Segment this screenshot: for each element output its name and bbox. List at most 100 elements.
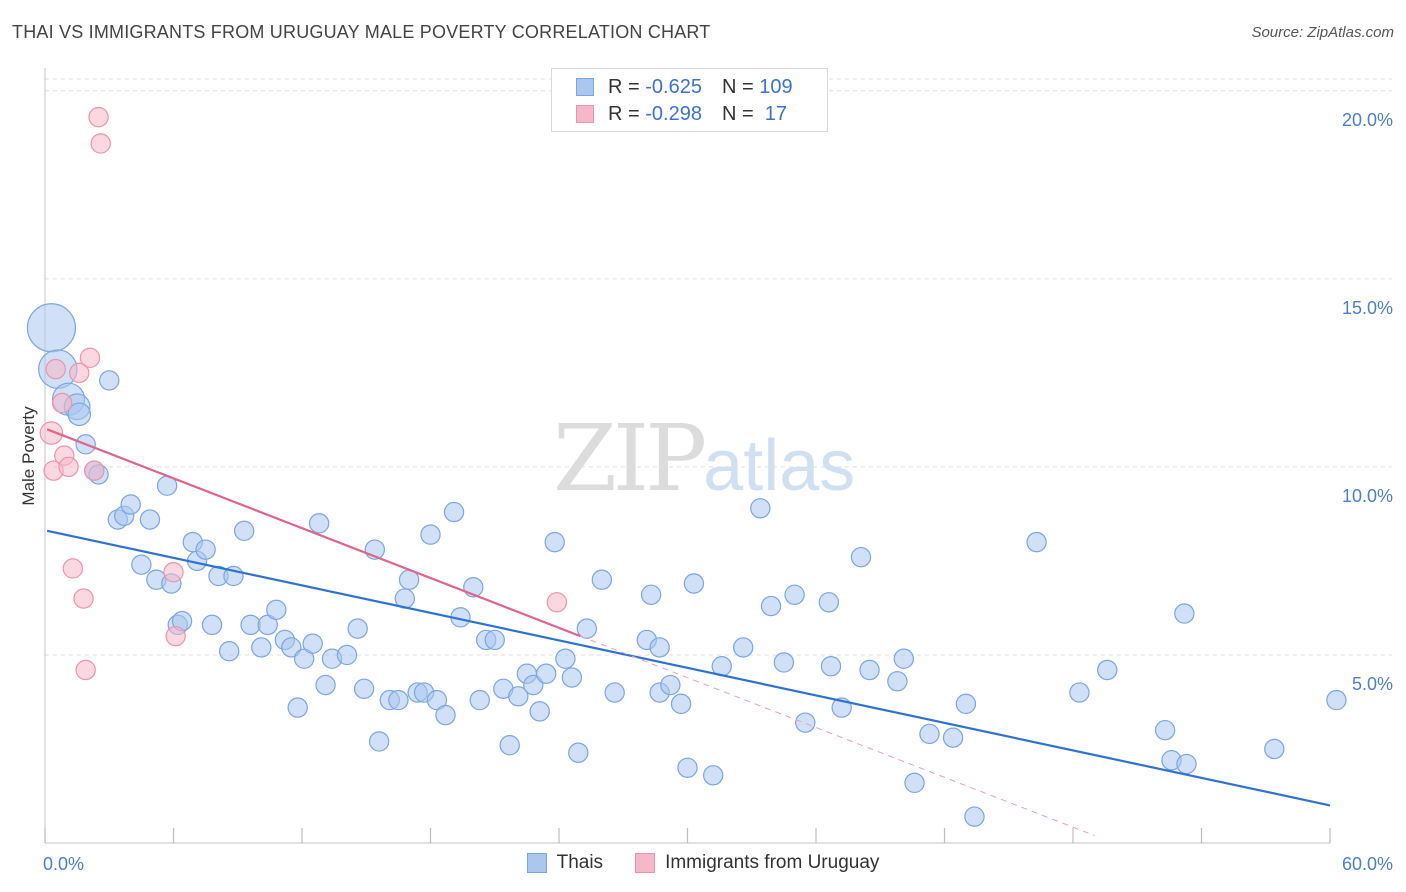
series-legend: Thais Immigrants from Uruguay <box>0 852 1406 874</box>
data-point <box>26 303 77 353</box>
tick-labels: 5.0% 10.0% 15.0% 20.0% 0.0% 60.0% <box>43 110 1393 874</box>
correlation-legend: R = -0.625 N = 109 R = -0.298 N = 17 <box>551 68 828 132</box>
legend-swatch-uruguay <box>576 105 594 123</box>
watermark-zip: ZIP <box>553 405 707 512</box>
data-point <box>45 358 66 380</box>
data-point <box>336 644 358 666</box>
data-point <box>649 637 670 658</box>
data-point <box>51 392 73 414</box>
data-point <box>1154 719 1176 741</box>
gridlines <box>45 78 1392 656</box>
data-point <box>850 546 872 568</box>
data-point <box>1176 753 1197 775</box>
data-point <box>251 637 272 658</box>
data-point <box>266 599 287 621</box>
data-point <box>555 648 576 669</box>
data-point <box>1264 738 1285 760</box>
data-point <box>887 671 908 692</box>
data-point <box>683 573 705 594</box>
series-uruguay <box>39 106 568 681</box>
data-point <box>795 712 816 733</box>
data-point <box>368 731 390 752</box>
y-tick-label: 10.0% <box>1342 486 1393 506</box>
data-point <box>1026 531 1047 553</box>
data-point <box>388 689 409 711</box>
data-point <box>955 693 977 715</box>
legend-r-value: -0.298 <box>645 102 702 125</box>
data-point <box>964 806 985 827</box>
data-point <box>529 701 550 722</box>
legend-n-label: N = <box>721 102 760 125</box>
y-axis-label: Male Poverty <box>19 406 38 506</box>
legend-n-label: N = <box>721 75 760 98</box>
data-point <box>84 460 105 481</box>
data-point <box>568 742 589 763</box>
data-point <box>73 588 94 609</box>
data-point <box>201 614 223 636</box>
y-tick-label: 5.0% <box>1352 674 1393 694</box>
data-point <box>469 689 490 711</box>
data-point <box>544 531 565 553</box>
data-point <box>62 558 84 579</box>
chart-title: THAI VS IMMIGRANTS FROM URUGUAY MALE POV… <box>12 22 711 42</box>
data-point <box>233 520 255 542</box>
legend-n-value: 17 <box>759 102 788 125</box>
legend-label-uruguay: Immigrants from Uruguay <box>665 852 880 873</box>
legend-swatch-thais <box>526 853 547 873</box>
data-point <box>240 614 261 636</box>
legend-r-value: -0.625 <box>645 75 702 98</box>
data-point <box>99 370 120 391</box>
legend-row-uruguay: R = -0.298 N = 17 <box>576 102 787 126</box>
legend-item-thais: Thais <box>526 852 604 874</box>
data-point <box>942 727 964 748</box>
data-point <box>561 667 583 688</box>
data-point <box>604 682 625 703</box>
data-point <box>287 697 308 718</box>
data-point <box>67 402 92 427</box>
legend-r-label: R = <box>608 75 646 98</box>
data-point <box>820 656 842 677</box>
data-point <box>670 693 692 715</box>
data-point <box>919 723 940 745</box>
data-point <box>1069 682 1090 703</box>
x-tick-label: 0.0% <box>43 854 84 874</box>
data-point <box>1097 659 1118 681</box>
data-point <box>281 637 302 658</box>
data-point <box>347 618 368 639</box>
data-point <box>120 494 141 515</box>
legend-label-thais: Thais <box>556 852 604 873</box>
data-point <box>69 362 90 384</box>
data-point <box>703 765 724 786</box>
trend-extension-uruguay <box>580 635 1095 836</box>
data-point <box>499 735 520 756</box>
series-thais <box>26 303 1347 827</box>
data-point <box>640 584 662 605</box>
y-tick-label: 20.0% <box>1342 110 1393 130</box>
legend-n-value: 109 <box>759 75 793 98</box>
data-point <box>591 569 613 590</box>
data-point <box>58 456 79 478</box>
data-point <box>904 772 925 794</box>
data-point <box>308 513 330 534</box>
data-point <box>39 421 64 445</box>
data-point <box>131 554 152 575</box>
data-point <box>420 524 441 545</box>
data-point <box>576 618 598 639</box>
data-point <box>732 637 754 658</box>
x-tick-label: 60.0% <box>1342 854 1393 874</box>
data-point <box>443 501 465 523</box>
data-point <box>218 640 240 662</box>
data-point <box>893 648 915 669</box>
trend-line-uruguay <box>46 428 581 638</box>
data-point <box>660 674 681 696</box>
data-point <box>484 629 505 651</box>
data-point <box>435 704 456 726</box>
data-point <box>315 674 336 696</box>
legend-item-uruguay: Immigrants from Uruguay <box>635 852 879 874</box>
legend-row-thais: R = -0.625 N = 109 <box>576 75 793 99</box>
data-point <box>773 652 795 673</box>
data-point <box>535 663 557 684</box>
data-point <box>165 625 186 647</box>
data-point <box>1326 689 1347 711</box>
